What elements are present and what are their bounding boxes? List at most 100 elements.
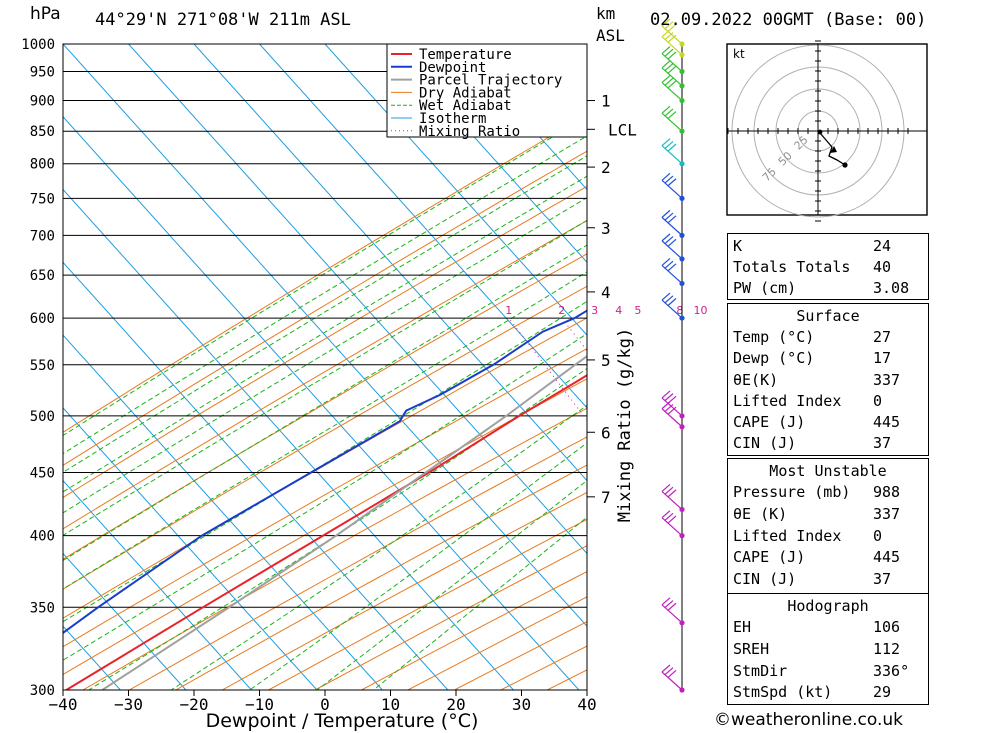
dry-adiabat-line <box>221 491 587 690</box>
mixing-ratio-label: 4 <box>615 304 622 317</box>
x-tick-label: 20 <box>446 695 465 714</box>
hodo-label: StmDir <box>733 662 788 680</box>
wind-barb-flag <box>664 236 674 245</box>
wind-barb-flag <box>664 175 674 184</box>
wet-adiabat-line <box>63 333 587 661</box>
wind-dot <box>679 506 685 513</box>
plot-frame <box>62 43 588 691</box>
hodo-row: SREH 112 <box>728 639 928 660</box>
isotherm-line <box>63 116 580 690</box>
surface-label: Temp (°C) <box>733 328 815 346</box>
mixing-ratio-lines <box>508 317 587 421</box>
wind-barb-flag <box>661 664 671 673</box>
wind-dot <box>679 161 685 167</box>
pressure-tick-label: 500 <box>30 409 55 425</box>
mu-value: 337 <box>873 505 901 523</box>
isotherm-line <box>63 407 318 690</box>
pressure-tick-label: 1000 <box>21 37 55 53</box>
site-credit[interactable]: ©weatheronline.co.uk <box>714 710 903 730</box>
wet-adiabat-line <box>63 300 587 623</box>
isotherm-lines <box>63 44 587 690</box>
isotherm-line <box>390 44 587 264</box>
wind-barb-flag <box>664 108 674 117</box>
hodo-value: 112 <box>873 640 901 658</box>
index-value: 3.08 <box>873 279 910 297</box>
wind-barb-flag <box>664 21 674 30</box>
hodo-label: EH <box>733 618 752 636</box>
pressure-tick-label: 650 <box>30 268 55 284</box>
isotherm-line <box>259 44 587 409</box>
isotherm-line <box>63 188 514 690</box>
wind-barb-flag <box>667 669 677 678</box>
wind-barb-flag <box>667 489 677 498</box>
wind-dot <box>679 687 685 693</box>
wind-barb-flag <box>661 597 671 606</box>
isotherm-line <box>63 479 252 690</box>
wind-barb-flag <box>667 515 677 524</box>
wind-barb-flag <box>661 258 671 266</box>
wind-barb <box>661 265 683 284</box>
surface-value: 27 <box>873 328 892 346</box>
wind-dot <box>679 424 685 430</box>
copyright-icon: © <box>714 710 731 730</box>
wind-barb-flag <box>664 295 674 304</box>
wind-barb-flag <box>667 263 677 272</box>
index-row: Totals Totals 40 <box>728 257 928 278</box>
isotherm-line <box>63 261 449 690</box>
wind-dot <box>679 52 685 58</box>
pressure-tick-label: 400 <box>30 529 55 545</box>
index-row: PW (cm) 3.08 <box>728 278 928 299</box>
wind-dot <box>679 413 685 419</box>
pressure-tick-label: 800 <box>30 157 55 173</box>
height-tick-label: 5 <box>601 351 611 370</box>
wind-barb-flag <box>661 46 671 54</box>
index-value: 40 <box>873 258 892 276</box>
wind-barb-flag <box>667 215 677 224</box>
surface-row: θE(K) 337 <box>728 370 928 391</box>
height-unit-km: km <box>596 4 616 23</box>
location-title: 44°29'N 271°08'W 211m ASL <box>95 10 351 30</box>
x-tick-label: 10 <box>381 695 400 714</box>
hodograph-trace <box>819 132 846 166</box>
index-value: 24 <box>873 237 892 255</box>
legend-label: Isotherm <box>419 111 486 127</box>
pressure-tick-label: 750 <box>30 191 55 207</box>
wind-barb-flag <box>667 238 677 247</box>
dry-adiabat-line <box>175 464 587 690</box>
mixing-ratio-label: 2 <box>558 304 565 317</box>
mu-label: Lifted Index <box>733 527 842 545</box>
isotherm-line <box>63 334 383 690</box>
x-tick-label: −40 <box>49 695 78 714</box>
wet-adiabat-line <box>316 479 587 690</box>
wind-barb-flag <box>667 51 677 60</box>
wet-adiabat-line <box>63 175 587 493</box>
wind-dot <box>679 620 685 626</box>
wind-barb-flag <box>664 32 674 40</box>
surface-value: 337 <box>873 371 901 389</box>
wind-barb-flag <box>661 390 671 399</box>
wind-barb-flag <box>664 140 674 149</box>
wind-barb-flag <box>667 406 677 415</box>
wind-barb-flag <box>661 75 671 83</box>
wind-barb-flag <box>661 510 671 519</box>
pressure-tick-label: 850 <box>30 124 55 140</box>
surface-label: Lifted Index <box>733 392 842 410</box>
surface-value: 17 <box>873 349 892 367</box>
height-tick-label: LCL <box>608 120 637 139</box>
height-tick-label: 7 <box>601 488 611 507</box>
indices-panel: K 24 Totals Totals 40 PW (cm) 3.08 <box>727 233 929 300</box>
sounding-series <box>63 309 587 690</box>
mu-row: Lifted Index 0 <box>728 526 928 547</box>
wind-barb-flag <box>667 178 677 187</box>
mu-label: CIN (J) <box>733 570 797 588</box>
hodo-label: StmSpd (kt) <box>733 683 833 701</box>
most-unstable-panel: Most Unstable Pressure (mb) 988 θE (K) 337… <box>727 458 929 595</box>
mixing-ratio-label: 10 <box>693 304 707 317</box>
legend-label: Parcel Trajectory <box>419 73 562 89</box>
mu-label: Pressure (mb) <box>733 483 851 501</box>
wind-barb-flag <box>667 602 677 611</box>
pressure-tick-label: 700 <box>30 228 55 244</box>
hodo-label: SREH <box>733 640 770 658</box>
pressure-unit-label: hPa <box>30 4 61 24</box>
axis-ticks: 3003504004505005506006507007508008509009… <box>21 37 637 714</box>
